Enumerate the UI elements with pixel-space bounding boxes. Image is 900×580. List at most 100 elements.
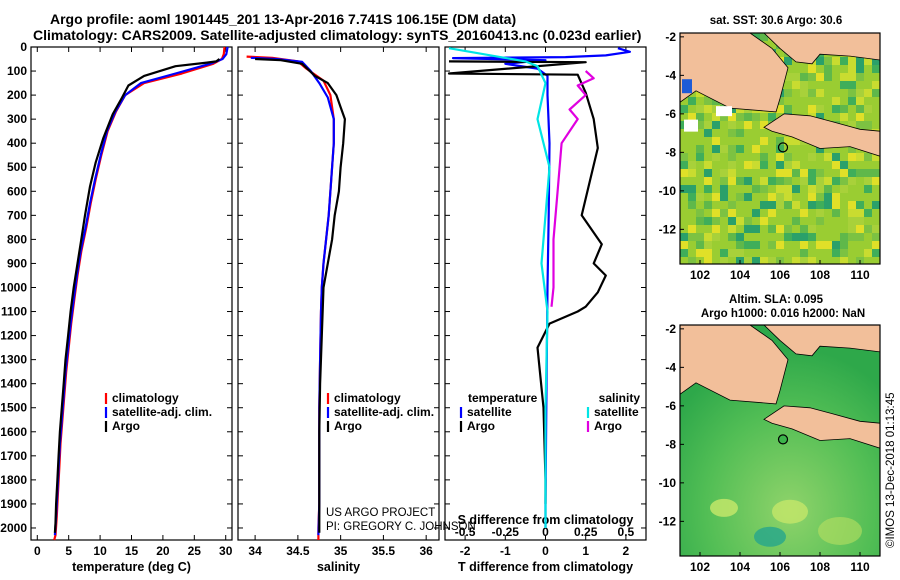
legend-label: Argo — [112, 419, 140, 433]
sst-pixel — [776, 169, 784, 177]
sst-pixel — [840, 257, 848, 264]
sst-pixel — [696, 193, 704, 201]
y-tick-label: 1400 — [0, 377, 27, 391]
sst-pixel — [872, 201, 880, 209]
sst-pixel — [776, 145, 784, 153]
top-axis-tick-label: 0 — [542, 525, 549, 539]
sst-pixel — [792, 257, 800, 264]
sst-pixel — [816, 177, 824, 185]
land-java — [763, 405, 880, 449]
top-axis-tick-label: 0.25 — [574, 525, 598, 539]
sst-pixel — [840, 169, 848, 177]
sst-pixel — [816, 145, 824, 153]
sst-pixel — [864, 89, 872, 97]
sst-pixel — [720, 185, 728, 193]
sst-pixel — [784, 137, 792, 145]
y-tick-label: -6 — [665, 107, 676, 121]
sst-pixel — [856, 153, 864, 161]
y-tick-label: -4 — [665, 68, 676, 82]
sst-pixel — [872, 65, 880, 73]
legend-heading-salinity: salinity — [599, 391, 641, 405]
sst-pixel — [712, 113, 720, 121]
y-tick-label: -8 — [665, 437, 676, 451]
sst-pixel — [824, 201, 832, 209]
sst-pixel — [704, 161, 712, 169]
x-tick-label: -1 — [500, 544, 511, 558]
land-sumatra — [680, 33, 789, 113]
y-tick-label: 100 — [7, 64, 27, 78]
y-tick-label: 900 — [7, 256, 27, 270]
sst-pixel — [696, 105, 704, 113]
legend-label: satellite-adj. clim. — [334, 405, 434, 419]
sst-pixel — [872, 169, 880, 177]
salinity-panel: 34 34.5 35 35.5 36 salinity climatologysatelli… — [237, 46, 440, 574]
sst-pixel — [776, 225, 784, 233]
sst-pixel — [728, 169, 736, 177]
sst-pixel — [728, 217, 736, 225]
sst-pixel — [832, 209, 840, 217]
sla-blob — [818, 516, 862, 545]
argo-position-marker — [777, 434, 789, 445]
sst-pixel — [864, 249, 872, 257]
sst-pixel — [832, 201, 840, 209]
sst-pixel — [856, 201, 864, 209]
sst-pixel — [864, 57, 872, 65]
land-sumatra — [680, 325, 789, 405]
y-tick-label: -10 — [659, 476, 677, 490]
sst-pixel — [792, 201, 800, 209]
sst-pixel — [864, 153, 872, 161]
sst-pixel — [872, 81, 880, 89]
sst-pixel — [720, 193, 728, 201]
sst-pixel — [776, 97, 784, 105]
sst-pixel — [792, 217, 800, 225]
y-tick-label: 1200 — [0, 329, 27, 343]
sst-pixel — [696, 249, 704, 257]
sst-pixel — [816, 73, 824, 81]
sst-pixel — [704, 169, 712, 177]
sst-pixel — [792, 81, 800, 89]
sst-pixel — [760, 137, 768, 145]
x-tick-label: 106 — [770, 560, 790, 574]
sst-pixel — [824, 185, 832, 193]
sst-pixel — [824, 177, 832, 185]
sst-pixel — [768, 193, 776, 201]
sst-pixel — [872, 241, 880, 249]
sst-pixel — [816, 241, 824, 249]
x-tick-label: 5 — [65, 544, 72, 558]
sst-pixel — [768, 177, 776, 185]
sst-pixel — [744, 225, 752, 233]
sst-pixel — [752, 257, 760, 264]
sst-pixel — [856, 225, 864, 233]
annotations: US ARGO PROJECT PI: GREGORY C. JOHNSON ©IM… — [326, 392, 897, 548]
sst-pixel — [760, 121, 768, 129]
sst-pixel — [848, 73, 856, 81]
sst-pixel — [856, 65, 864, 73]
sst-pixel — [840, 249, 848, 257]
sst-pixel — [680, 249, 688, 257]
sst-pixel — [680, 233, 688, 241]
sst-pixel — [792, 161, 800, 169]
sst-pixel — [736, 193, 744, 201]
difference-panel: -2 -1 0 1 2 -0.5 -0.25 0 0.25 0.5 T difference fro… — [444, 46, 647, 574]
sst-pixel — [872, 225, 880, 233]
sst-pixel — [752, 161, 760, 169]
x-tick-label: 106 — [770, 268, 790, 282]
sst-pixel — [848, 177, 856, 185]
sst-pixel — [848, 89, 856, 97]
sst-pixel — [736, 129, 744, 137]
x-tick-label: 104 — [730, 268, 750, 282]
sst-pixel — [784, 201, 792, 209]
sst-pixel — [768, 225, 776, 233]
sst-pixel — [808, 257, 816, 264]
sst-pixel — [840, 57, 848, 65]
sst-pixel — [800, 209, 808, 217]
sst-pixel — [816, 193, 824, 201]
sst-pixel — [832, 177, 840, 185]
y-tick-label: 400 — [7, 136, 27, 150]
plot-frame — [237, 46, 440, 541]
sst-pixel — [872, 249, 880, 257]
sst-pixel — [688, 161, 696, 169]
sst-pixel — [824, 241, 832, 249]
sst-pixel — [848, 65, 856, 73]
legend-heading-temperature: temperature — [468, 391, 538, 405]
